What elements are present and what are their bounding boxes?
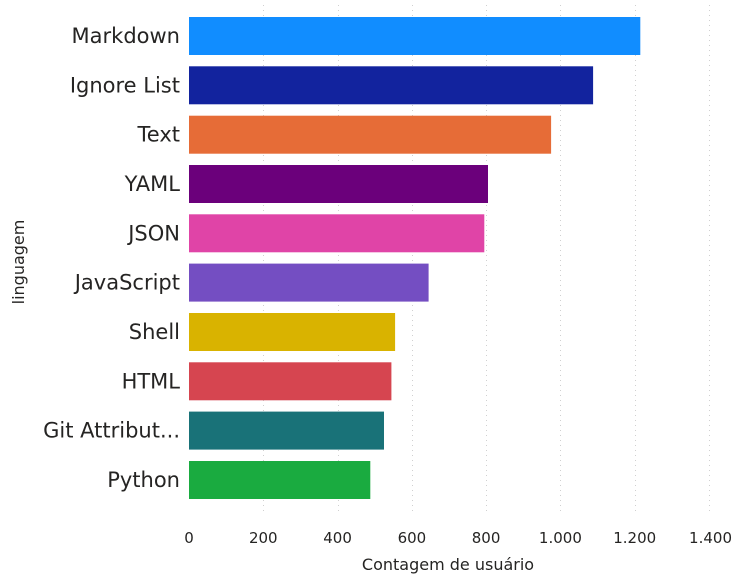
bar-0[interactable] <box>189 17 641 55</box>
x-tick-label-0: 0 <box>184 529 194 547</box>
category-label-0: Markdown <box>72 24 180 48</box>
bar-4[interactable] <box>189 214 485 253</box>
bar-6[interactable] <box>189 313 396 351</box>
bars <box>189 17 641 499</box>
x-tick-label-2: 400 <box>323 529 352 547</box>
bar-1[interactable] <box>189 66 594 105</box>
x-tick-label-1: 200 <box>249 529 278 547</box>
y-axis-title: linguagem <box>9 220 28 305</box>
bar-9[interactable] <box>189 461 371 499</box>
x-axis-ticks: 0 200 400 600 800 1.000 1.200 1.400 <box>184 529 732 547</box>
x-tick-label-7: 1.400 <box>689 529 732 547</box>
x-tick-label-3: 600 <box>398 529 427 547</box>
category-label-1: Ignore List <box>70 73 180 97</box>
x-tick-label-6: 1.200 <box>613 529 656 547</box>
category-label-5: JavaScript <box>73 271 180 295</box>
x-tick-label-4: 800 <box>472 529 501 547</box>
category-label-8: Git Attribut... <box>43 419 180 443</box>
category-labels: Markdown Ignore List Text YAML JSON JavaScrip… <box>43 24 180 492</box>
x-axis-title: Contagem de usuário <box>362 555 534 574</box>
bar-7[interactable] <box>189 362 392 401</box>
category-label-3: YAML <box>124 172 181 196</box>
bar-5[interactable] <box>189 263 429 302</box>
category-label-6: Shell <box>129 320 180 344</box>
bar-3[interactable] <box>189 165 488 203</box>
category-label-7: HTML <box>122 369 181 393</box>
bar-8[interactable] <box>189 411 384 450</box>
x-tick-label-5: 1.000 <box>539 529 582 547</box>
bar-2[interactable] <box>189 115 552 154</box>
category-label-9: Python <box>107 468 180 492</box>
category-label-4: JSON <box>126 221 180 245</box>
category-label-2: Text <box>137 123 180 147</box>
